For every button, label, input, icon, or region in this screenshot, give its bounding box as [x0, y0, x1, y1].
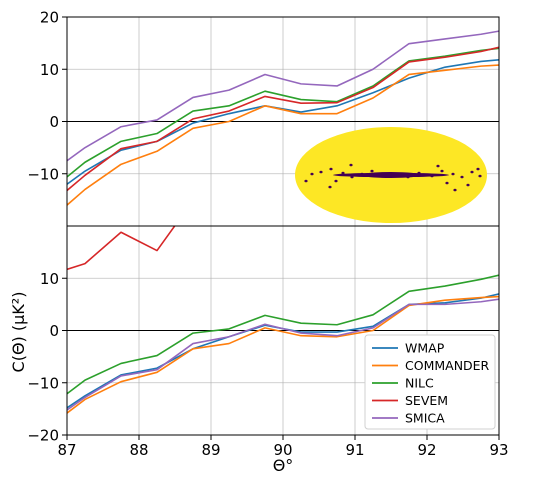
- sky-mask-inset: [295, 127, 487, 223]
- legend-label-sevem: SEVEM: [405, 393, 448, 408]
- series-line-smica: [67, 298, 499, 411]
- series-group-top: [67, 30, 499, 206]
- series-line-smica: [67, 30, 499, 162]
- x-tick-label: 92: [417, 441, 436, 459]
- mask-dot: [476, 167, 480, 171]
- legend-box: [364, 334, 496, 430]
- x-tick-label: 91: [345, 441, 364, 459]
- mask-dot: [466, 183, 470, 187]
- x-tick-label: 89: [201, 441, 220, 459]
- mask-dot: [460, 175, 464, 179]
- y-tick-label: −10: [27, 374, 59, 392]
- y-tick-label: 20: [40, 9, 59, 27]
- mask-dot: [417, 171, 421, 175]
- legend: WMAP COMMANDER NILC SEVEM SMICA: [364, 334, 496, 430]
- x-tick-label: 90: [273, 441, 292, 459]
- series-line-commander: [67, 295, 499, 414]
- y-tick-label: −20: [27, 427, 59, 445]
- x-tick-label: 93: [489, 441, 508, 459]
- legend-label-nilc: NILC: [405, 376, 434, 391]
- mask-dot: [478, 174, 482, 178]
- legend-label-wmap: WMAP: [405, 341, 445, 356]
- mask-dot: [360, 172, 364, 176]
- y-tick-label: 10: [40, 270, 59, 288]
- y-tick-label: 10: [40, 61, 59, 79]
- legend-label-commander: COMMANDER: [405, 358, 490, 373]
- ticks: −10 0 10 20 −20 −10 0 10 87 88 89 90 91 92 93: [27, 9, 508, 460]
- mask-dot: [334, 179, 338, 183]
- mask-dot: [328, 185, 332, 189]
- x-tick-label: 87: [57, 441, 76, 459]
- mask-dot: [350, 175, 354, 179]
- mask-dot: [349, 163, 353, 167]
- mask-dot: [430, 174, 434, 178]
- mask-dot: [406, 175, 410, 179]
- legend-label-smica: SMICA: [405, 411, 445, 426]
- series-line-commander: [67, 64, 499, 206]
- y-tick-label: 0: [49, 322, 59, 340]
- x-axis-label: Θ°: [273, 456, 294, 475]
- mask-dot: [436, 164, 440, 168]
- series-line-sevem: [67, 226, 176, 271]
- mask-dot: [445, 181, 449, 185]
- y-axis-label: C(Θ) (μK²): [9, 292, 28, 373]
- series-line-sevem: [67, 46, 499, 192]
- y-tick-label: 0: [49, 113, 59, 131]
- y-tick-label: −10: [27, 165, 59, 183]
- series: [67, 30, 499, 414]
- mask-dot: [451, 172, 455, 176]
- mask-dot: [370, 169, 374, 173]
- mask-dot: [304, 179, 308, 183]
- mask-dot: [319, 170, 323, 174]
- series-group-bottom: [67, 226, 499, 414]
- mask-dot: [470, 170, 474, 174]
- x-tick-label: 88: [129, 441, 148, 459]
- series-line-nilc: [67, 274, 499, 395]
- galactic-center-mask: [361, 172, 421, 178]
- mask-dot: [310, 172, 314, 176]
- zero-lines: [67, 121, 499, 331]
- mask-dot: [329, 167, 333, 171]
- mask-dot: [440, 169, 444, 173]
- mask-dot: [453, 188, 457, 192]
- series-line-nilc: [67, 47, 499, 178]
- point-source-masks: [304, 163, 482, 192]
- mask-dot: [341, 171, 345, 175]
